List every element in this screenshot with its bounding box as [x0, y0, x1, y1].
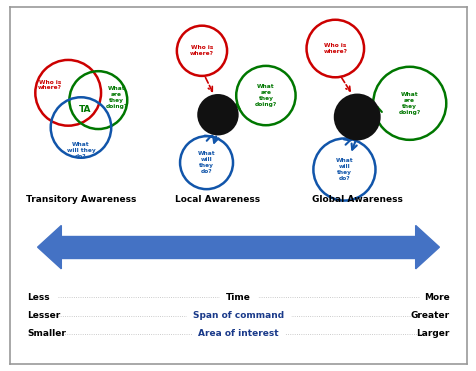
Text: Who is
where?: Who is where?: [189, 45, 214, 56]
Text: Area of interest: Area of interest: [198, 329, 278, 338]
Circle shape: [198, 96, 237, 134]
Text: Less: Less: [28, 293, 50, 302]
Text: What
will
they
do?: What will they do?: [198, 151, 215, 174]
Text: Global Awareness: Global Awareness: [311, 195, 402, 204]
Text: Transitory Awareness: Transitory Awareness: [26, 195, 136, 204]
Text: LA: LA: [211, 110, 224, 119]
Text: Who is
where?: Who is where?: [323, 43, 347, 54]
Text: GA: GA: [349, 112, 364, 122]
Text: Lesser: Lesser: [28, 311, 60, 320]
Text: Who is
where?: Who is where?: [38, 80, 62, 91]
Text: More: More: [423, 293, 448, 302]
Polygon shape: [415, 226, 438, 269]
Bar: [61, 236, 415, 258]
Text: Greater: Greater: [409, 311, 448, 320]
Text: Larger: Larger: [415, 329, 448, 338]
Text: Time: Time: [226, 293, 250, 302]
Circle shape: [335, 95, 378, 139]
Text: Local Awareness: Local Awareness: [175, 195, 260, 204]
Text: Smaller: Smaller: [28, 329, 66, 338]
Text: What
are
they
doing?: What are they doing?: [398, 92, 420, 115]
Text: Span of command: Span of command: [192, 311, 284, 320]
Polygon shape: [38, 226, 61, 269]
Text: What
will they
do?: What will they do?: [67, 142, 95, 159]
Text: What
are
they
doing?: What are they doing?: [105, 86, 128, 109]
Text: What
will
they
do?: What will they do?: [335, 158, 353, 181]
Text: What
are
they
doing?: What are they doing?: [254, 84, 277, 107]
Text: TA: TA: [79, 105, 91, 114]
